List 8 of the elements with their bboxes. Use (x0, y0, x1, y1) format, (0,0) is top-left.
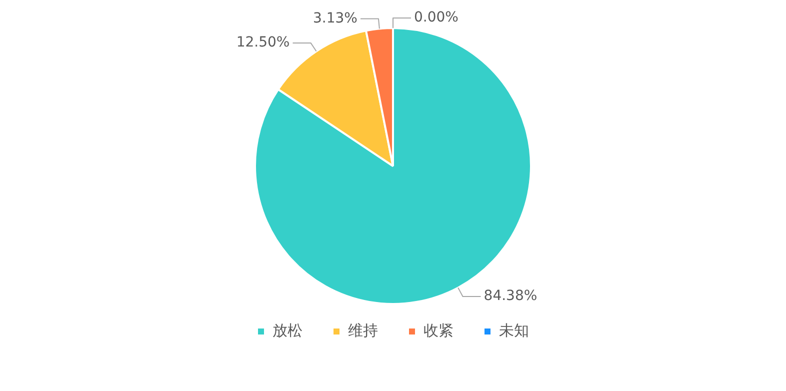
data-label: 3.13% (312, 10, 358, 26)
legend-label: 未知 (499, 321, 529, 340)
text: 0.00% (414, 10, 458, 26)
legend-label: 收紧 (424, 321, 454, 340)
data-label: 84.38% (484, 288, 538, 304)
data-label: 12.50% (236, 34, 290, 51)
legend-label: 放松 (272, 321, 302, 340)
legend-label: 维持 (348, 321, 378, 340)
